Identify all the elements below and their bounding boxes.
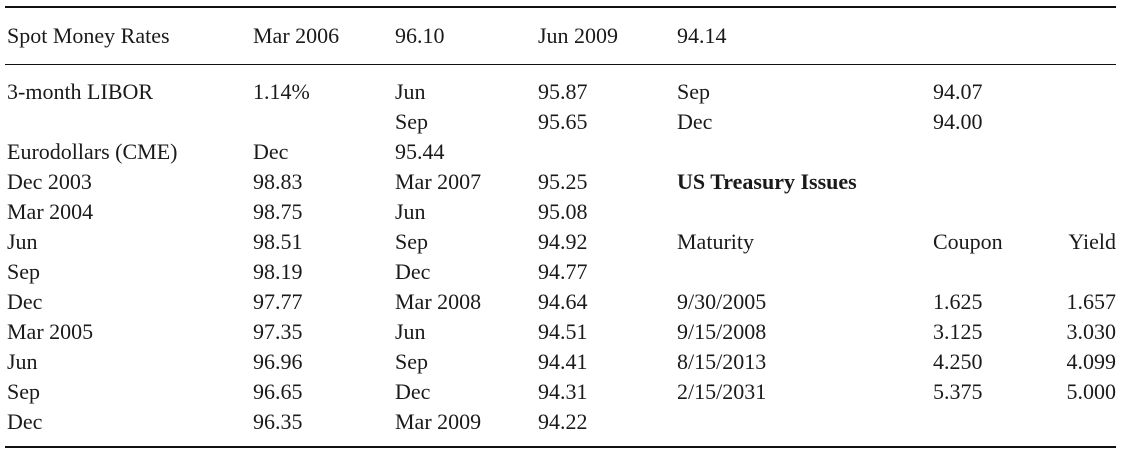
table-cell: Sep: [7, 259, 40, 284]
table-cell: 94.41: [538, 349, 588, 374]
table-cell: 94.51: [538, 319, 588, 344]
table-cell: 9/15/2008: [677, 319, 767, 344]
table-cell: Dec: [677, 109, 713, 134]
table-cell: 94.77: [538, 259, 588, 284]
table-cell: 96.96: [253, 349, 303, 374]
table-cell: Dec 2003: [7, 169, 92, 194]
table-cell: Eurodollars (CME): [7, 139, 178, 164]
table-cell: 94.31: [538, 379, 588, 404]
table-cell: Dec: [395, 379, 431, 404]
table-cell: Sep: [395, 109, 428, 134]
header-cell: Mar 2006: [253, 23, 340, 48]
table-cell: 98.75: [253, 199, 303, 224]
header-cell: Jun 2009: [538, 23, 619, 48]
table-header-rule: [5, 64, 1116, 65]
table-cell: 1.14%: [253, 79, 310, 104]
table-cell: Jun: [395, 199, 426, 224]
table-cell: 98.83: [253, 169, 303, 194]
table-cell: 4.250: [933, 349, 983, 374]
column-header-coupon: Coupon: [933, 229, 1003, 254]
table-cell: 95.65: [538, 109, 588, 134]
table-cell: 95.25: [538, 169, 588, 194]
table-cell: Mar 2009: [395, 409, 482, 434]
table-cell: 95.87: [538, 79, 588, 104]
table-cell: 9/30/2005: [677, 289, 767, 314]
table-cell: Mar 2007: [395, 169, 482, 194]
header-cell: 94.14: [677, 23, 727, 48]
table-cell: 5.375: [933, 379, 983, 404]
table-bottom-rule: [5, 446, 1116, 448]
table-cell: Dec: [253, 139, 289, 164]
table-cell: Sep: [395, 349, 428, 374]
table-cell: 3.030: [1066, 319, 1117, 344]
column-header-yield: Yield: [1068, 229, 1116, 254]
table-cell: Mar 2005: [7, 319, 94, 344]
table-cell: Mar 2008: [395, 289, 482, 314]
table-cell: 1.657: [1066, 289, 1117, 314]
table-cell: Dec: [395, 259, 431, 284]
table-cell: 94.64: [538, 289, 588, 314]
table-cell: Mar 2004: [7, 199, 94, 224]
table-cell: Dec: [7, 289, 43, 314]
table-cell: 3-month LIBOR: [7, 79, 154, 104]
table-cell: 1.625: [933, 289, 983, 314]
table-cell: 98.19: [253, 259, 303, 284]
table-cell: 97.35: [253, 319, 303, 344]
table-cell: 95.08: [538, 199, 588, 224]
table-cell: 3.125: [933, 319, 983, 344]
header-cell: Spot Money Rates: [7, 23, 170, 48]
table-cell: Jun: [7, 229, 38, 254]
table-cell: 2/15/2031: [677, 379, 767, 404]
table-cell: 5.000: [1066, 379, 1117, 404]
table-cell: Jun: [395, 319, 426, 344]
table-cell: 94.92: [538, 229, 588, 254]
table-cell: 94.07: [933, 79, 983, 104]
table-cell: 8/15/2013: [677, 349, 767, 374]
table-cell: Sep: [677, 79, 710, 104]
table-cell: 96.65: [253, 379, 303, 404]
table-cell: Sep: [395, 229, 428, 254]
table-cell: Jun: [395, 79, 426, 104]
table-cell: Dec: [7, 409, 43, 434]
table-cell: 94.00: [933, 109, 983, 134]
table-top-rule: [5, 6, 1116, 8]
table-cell: 94.22: [538, 409, 588, 434]
header-cell: 96.10: [395, 23, 445, 48]
table-cell: 97.77: [253, 289, 303, 314]
column-header-maturity: Maturity: [677, 229, 754, 254]
section-heading-us-treasury: US Treasury Issues: [677, 169, 857, 194]
table-cell: 98.51: [253, 229, 303, 254]
table-cell: Jun: [7, 349, 38, 374]
table-cell: 96.35: [253, 409, 303, 434]
table-cell: Sep: [7, 379, 40, 404]
table-cell: 95.44: [395, 139, 445, 164]
table-cell: 4.099: [1066, 349, 1117, 374]
